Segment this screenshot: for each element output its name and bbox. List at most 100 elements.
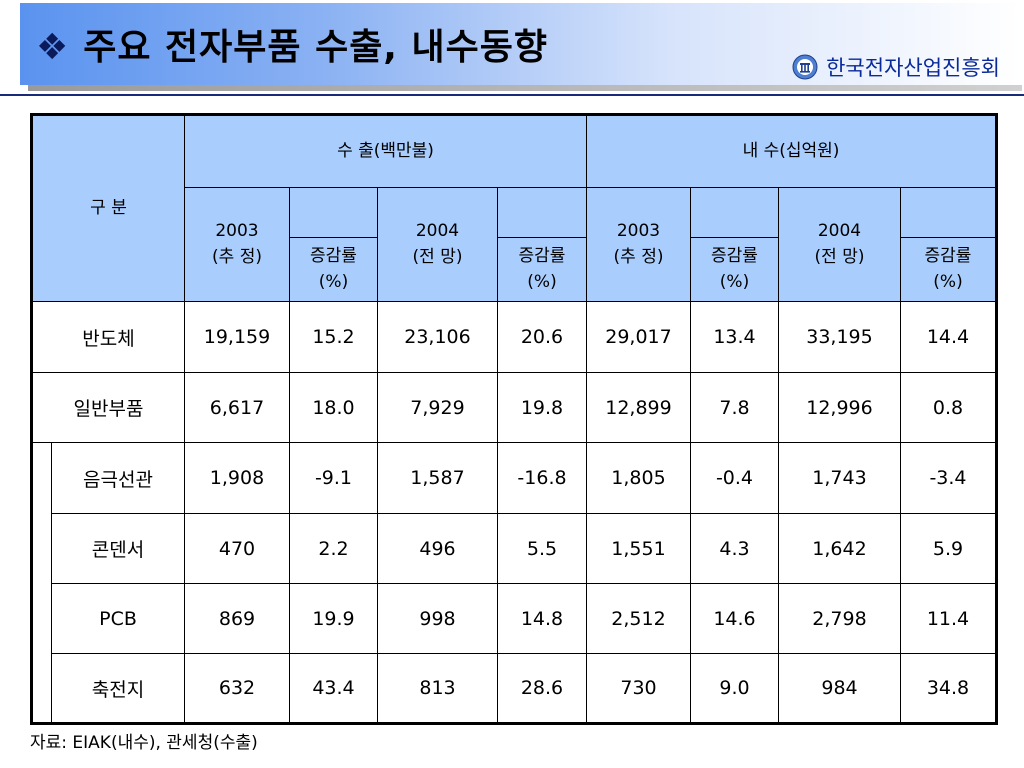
header-spacer <box>497 187 587 238</box>
table-cell: 14.4 <box>900 301 997 373</box>
rate-unit: (%) <box>719 271 750 292</box>
header-spacer <box>690 187 779 238</box>
table-cell: 5.9 <box>900 513 997 584</box>
table-cell: 730 <box>586 653 691 724</box>
year-label: 2003 <box>215 221 259 241</box>
table-cell: -16.8 <box>497 442 587 514</box>
table-cell: 869 <box>184 583 290 654</box>
rate-header: 증감률 (%) <box>497 237 587 302</box>
table-cell: 2.2 <box>289 513 378 584</box>
table-cell: 28.6 <box>497 653 587 724</box>
diamond-bullet-icon: ❖ <box>36 27 70 68</box>
table-cell: -0.4 <box>690 442 779 514</box>
title-divider <box>0 94 1024 96</box>
rate-unit: (%) <box>318 271 349 292</box>
org-logo-icon <box>792 54 818 80</box>
table-cell: -9.1 <box>289 442 378 514</box>
table-cell: 33,195 <box>778 301 901 373</box>
year-label: 2004 <box>415 221 460 241</box>
table-cell: 18.0 <box>289 372 378 443</box>
row-label: 축전지 <box>51 653 185 724</box>
rate-header: 증감률 (%) <box>900 237 997 302</box>
indent-cell <box>31 442 52 514</box>
table-cell: 6,617 <box>184 372 290 443</box>
table-cell: 998 <box>377 583 498 654</box>
rate-unit: (%) <box>527 271 557 292</box>
row-label: 콘덴서 <box>51 513 185 584</box>
table-cell: 1,743 <box>778 442 901 514</box>
table-cell: 11.4 <box>900 583 997 654</box>
rate-header: 증감률 (%) <box>690 237 779 302</box>
table-cell: 470 <box>184 513 290 584</box>
org-name: 한국전자산업진흥회 <box>826 56 1000 80</box>
header-spacer <box>289 187 378 238</box>
page-title: ❖ 주요 전자부품 수출, 내수동향 <box>36 18 548 70</box>
domestic-group-header: 내 수(십억원) <box>586 114 997 188</box>
corner-header: 구 분 <box>31 114 185 302</box>
rate-label: 증감률 <box>711 246 758 266</box>
table-cell: 9.0 <box>690 653 779 724</box>
table-cell: 14.6 <box>690 583 779 654</box>
table-cell: 1,587 <box>377 442 498 514</box>
year-note: (전 망) <box>412 246 463 267</box>
table-cell: 15.2 <box>289 301 378 373</box>
table-cell: 29,017 <box>586 301 691 373</box>
table-cell: 984 <box>778 653 901 724</box>
page-title-text: 주요 전자부품 수출, 내수동향 <box>83 27 548 68</box>
indent-cell <box>31 653 52 724</box>
row-label: 반도체 <box>31 301 185 373</box>
table-cell: 14.8 <box>497 583 587 654</box>
table-cell: 2,512 <box>586 583 691 654</box>
table-cell: 5.5 <box>497 513 587 584</box>
source-note: 자료: EIAK(내수), 관세청(수출) <box>30 733 258 753</box>
table-cell: 632 <box>184 653 290 724</box>
rate-header: 증감률 (%) <box>289 237 378 302</box>
table-cell: 19.8 <box>497 372 587 443</box>
table-cell: 1,551 <box>586 513 691 584</box>
rate-label: 증감률 <box>518 246 566 266</box>
table-row: 일반부품 6,617 18.0 7,929 19.8 12,899 7.8 12… <box>31 372 997 443</box>
table-cell: 12,996 <box>778 372 901 443</box>
header-row-groups: 구 분 수 출(백만불) 내 수(십억원) <box>31 114 997 302</box>
header-row-years: 2003 (추 정) 2004 (전 망) 2003 (추 정) 2004 (전 망) <box>32 187 997 302</box>
org-label: 한국전자산업진흥회 <box>792 52 1000 82</box>
table-cell: 12,899 <box>586 372 691 443</box>
table-cell: -3.4 <box>900 442 997 514</box>
table-cell: 1,805 <box>586 442 691 514</box>
rate-label: 증감률 <box>310 246 357 266</box>
table-cell: 1,908 <box>184 442 290 514</box>
title-band-shadow <box>28 85 1022 91</box>
year-note: (추 정) <box>212 246 262 267</box>
table-cell: 7.8 <box>690 372 779 443</box>
domestic-2004-header: 2004 (전 망) <box>778 187 901 302</box>
rate-label: 증감률 <box>924 246 972 266</box>
row-label: PCB <box>51 583 185 654</box>
export-group-header: 수 출(백만불) <box>184 114 587 188</box>
indent-cell <box>31 513 52 584</box>
year-label: 2003 <box>616 221 661 241</box>
row-label: 음극선관 <box>51 442 185 514</box>
table-cell: 1,642 <box>778 513 901 584</box>
header-spacer <box>900 187 997 238</box>
table-cell: 43.4 <box>289 653 378 724</box>
table-row: 축전지 632 43.4 813 28.6 730 9.0 984 34.8 <box>31 653 997 724</box>
table-row: 음극선관 1,908 -9.1 1,587 -16.8 1,805 -0.4 1… <box>31 442 997 514</box>
table-cell: 19.9 <box>289 583 378 654</box>
table-row: PCB 869 19.9 998 14.8 2,512 14.6 2,798 1… <box>31 583 997 654</box>
table-cell: 19,159 <box>184 301 290 373</box>
domestic-2003-header: 2003 (추 정) <box>586 187 691 302</box>
export-2004-header: 2004 (전 망) <box>377 187 498 302</box>
table-cell: 2,798 <box>778 583 901 654</box>
table-row: 반도체 19,159 15.2 23,106 20.6 29,017 13.4 … <box>31 301 997 373</box>
year-note: (전 망) <box>814 246 865 267</box>
table-cell: 813 <box>377 653 498 724</box>
table-cell: 20.6 <box>497 301 587 373</box>
export-domestic-table: 구 분 수 출(백만불) 내 수(십억원) 2003 (추 정) 2004 (전 망… <box>30 113 998 725</box>
year-label: 2004 <box>817 221 862 241</box>
header-row-rates: 증감률 (%) 증감률 (%) 증감률 (%) 증감률 (%) <box>32 237 997 302</box>
table-cell: 23,106 <box>377 301 498 373</box>
rate-unit: (%) <box>933 271 963 292</box>
table-cell: 13.4 <box>690 301 779 373</box>
table-cell: 4.3 <box>690 513 779 584</box>
table-row: 콘덴서 470 2.2 496 5.5 1,551 4.3 1,642 5.9 <box>31 513 997 584</box>
